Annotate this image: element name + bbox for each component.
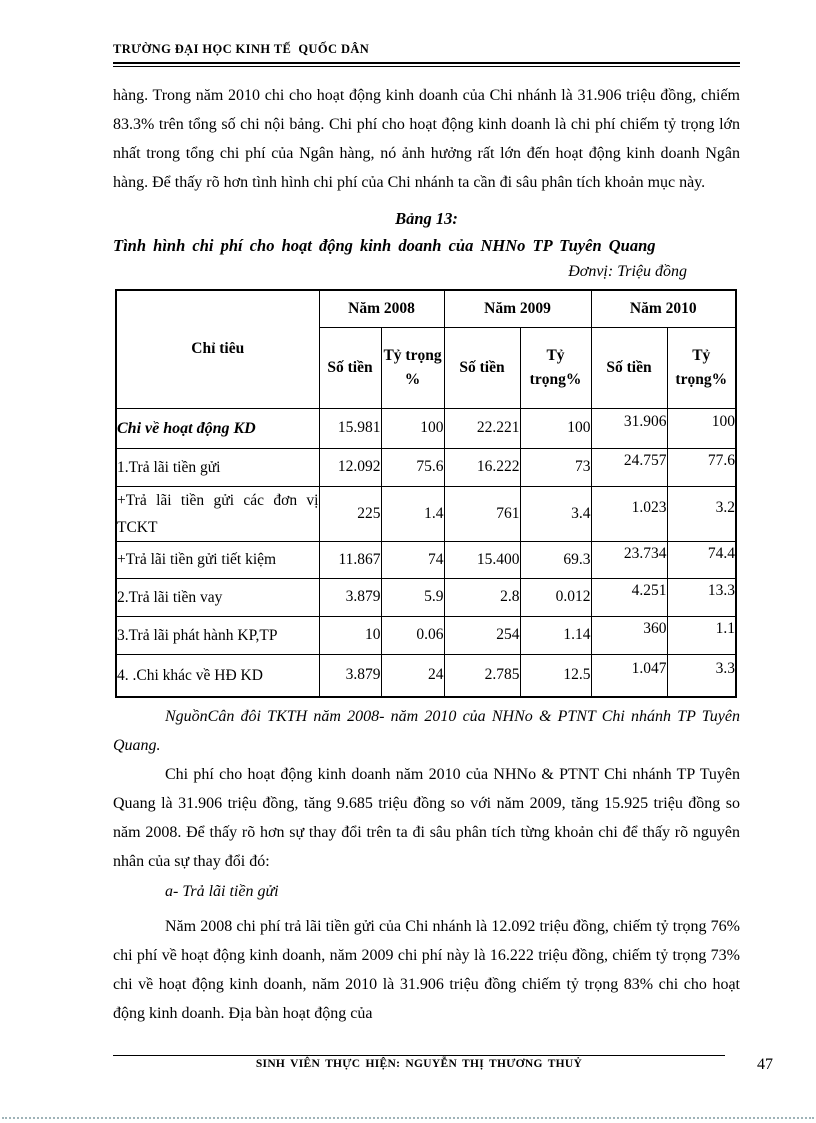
- cell-value: 1.4: [380, 485, 445, 542]
- cell-value: 1.14: [519, 615, 592, 655]
- cell-value: 23.734: [590, 540, 668, 579]
- subheader-ratio-2008: Tỷ trọng %: [380, 326, 445, 409]
- table-row: 4. .Chi khác về HĐ KD 3.879 24 2.785 12.…: [115, 653, 737, 698]
- cell-value: 12.092: [318, 447, 382, 487]
- cell-value: 12.5: [519, 653, 592, 698]
- cell-value: 1.023: [590, 485, 668, 542]
- row-label: 4. .Chi khác về HĐ KD: [115, 653, 320, 698]
- row-label: Chi về hoạt động KD: [115, 407, 320, 449]
- cell-value: 3.3: [666, 653, 737, 698]
- row-label: 2.Trả lãi tiền vay: [115, 577, 320, 617]
- university-header: TRƯỜNG ĐẠI HỌC KINH TẾ QUỐC DÂN: [113, 42, 370, 56]
- page-content: TRƯỜNG ĐẠI HỌC KINH TẾ QUỐC DÂN hàng. Tr…: [113, 42, 740, 1022]
- row-label: +Trả lãi tiền gửi các đơn vị TCKT: [115, 485, 320, 542]
- table-row: Chi về hoạt động KD 15.981 100 22.221 10…: [115, 407, 737, 449]
- footer-author: SINH VIÊN THỰC HIỆN: NGUYỄN THỊ THƯƠNG T…: [255, 1058, 583, 1070]
- cell-value: 15.400: [443, 540, 521, 579]
- subheader-ratio-2009: Tỷ trọng%: [519, 326, 592, 409]
- cell-value: 24.757: [590, 447, 668, 487]
- subheader-amount-2008: Số tiền: [318, 326, 382, 409]
- cell-value: 0.012: [519, 577, 592, 617]
- footer: SINH VIÊN THỰC HIỆN: NGUYỄN THỊ THƯƠNG T…: [113, 1055, 725, 1070]
- table-caption: Tình hình chi phí cho hoạt động kinh doa…: [113, 236, 656, 255]
- row-label: +Trả lãi tiền gửi tiết kiệm: [115, 540, 320, 579]
- paragraph-analysis: Chi phí cho hoạt động kinh doanh năm 201…: [113, 766, 740, 870]
- cell-value: 31.906: [590, 407, 668, 449]
- cell-value: 1.047: [590, 653, 668, 698]
- cell-value: 254: [443, 615, 521, 655]
- cell-value: 2.8: [443, 577, 521, 617]
- cell-value: 1.1: [666, 615, 737, 655]
- cell-value: 69.3: [519, 540, 592, 579]
- table-row: 2.Trả lãi tiền vay 3.879 5.9 2.8 0.012 4…: [115, 577, 737, 617]
- cell-value: 24: [380, 653, 445, 698]
- corner-header: Chỉ tiêu: [115, 289, 320, 409]
- cell-value: 0.06: [380, 615, 445, 655]
- year-header-2009: Năm 2009: [443, 289, 592, 328]
- cell-value: 225: [318, 485, 382, 542]
- subheader-ratio-2010: Tỷ trọng%: [666, 326, 737, 409]
- source-note: NguồnCân đôi TKTH năm 2008- năm 2010 của…: [113, 708, 740, 754]
- cell-value: 4.251: [590, 577, 668, 617]
- cell-value: 360: [590, 615, 668, 655]
- unit-note: Đơnvị: Triệu đồng: [568, 263, 687, 280]
- cell-value: 100: [519, 407, 592, 449]
- row-label: 3.Trả lãi phát hành KP,TP: [115, 615, 320, 655]
- cell-value: 10: [318, 615, 382, 655]
- cell-value: 16.222: [443, 447, 521, 487]
- cell-value: 100: [666, 407, 737, 449]
- cell-value: 3.4: [519, 485, 592, 542]
- page-number: 47: [757, 1056, 773, 1073]
- cell-value: 5.9: [380, 577, 445, 617]
- cell-value: 100: [380, 407, 445, 449]
- year-header-2010: Năm 2010: [590, 289, 737, 328]
- cell-value: 11.867: [318, 540, 382, 579]
- subheader-amount-2010: Số tiền: [590, 326, 668, 409]
- table-row: 1.Trả lãi tiền gửi 12.092 75.6 16.222 73…: [115, 447, 737, 487]
- table-row: +Trả lãi tiền gửi các đơn vị TCKT 225 1.…: [115, 485, 737, 542]
- table-header-sub-row: Số tiền Tỷ trọng % Số tiền Tỷ trọng% Số …: [116, 326, 737, 409]
- cell-value: 3.879: [318, 577, 382, 617]
- bottom-dotted-line: [2, 1117, 814, 1119]
- paragraph-detail: Năm 2008 chi phí trả lãi tiền gửi của Ch…: [113, 918, 740, 1022]
- sub-item-a: a- Trả lãi tiền gửi: [165, 883, 279, 900]
- subheader-amount-2009: Số tiền: [443, 326, 521, 409]
- cell-value: 761: [443, 485, 521, 542]
- table-label: Bảng 13:: [395, 209, 458, 228]
- cell-value: 75.6: [380, 447, 445, 487]
- cell-value: 77.6: [666, 447, 737, 487]
- expense-table: Chỉ tiêu Năm 2008 Năm 2009 Năm 2010 Số t…: [115, 289, 737, 698]
- header-rule: [113, 62, 740, 67]
- row-label: 1.Trả lãi tiền gửi: [115, 447, 320, 487]
- table-row: 3.Trả lãi phát hành KP,TP 10 0.06 254 1.…: [115, 615, 737, 655]
- year-header-2008: Năm 2008: [318, 289, 445, 328]
- paragraph-intro: hàng. Trong năm 2010 chi cho hoạt động k…: [113, 87, 740, 191]
- cell-value: 3.2: [666, 485, 737, 542]
- cell-value: 22.221: [443, 407, 521, 449]
- cell-value: 73: [519, 447, 592, 487]
- cell-value: 74: [380, 540, 445, 579]
- table-header-year-row: Chỉ tiêu Năm 2008 Năm 2009 Năm 2010: [115, 289, 737, 409]
- cell-value: 74.4: [666, 540, 737, 579]
- table-row: +Trả lãi tiền gửi tiết kiệm 11.867 74 15…: [115, 540, 737, 579]
- cell-value: 13.3: [666, 577, 737, 617]
- cell-value: 15.981: [318, 407, 382, 449]
- cell-value: 3.879: [318, 653, 382, 698]
- cell-value: 2.785: [443, 653, 521, 698]
